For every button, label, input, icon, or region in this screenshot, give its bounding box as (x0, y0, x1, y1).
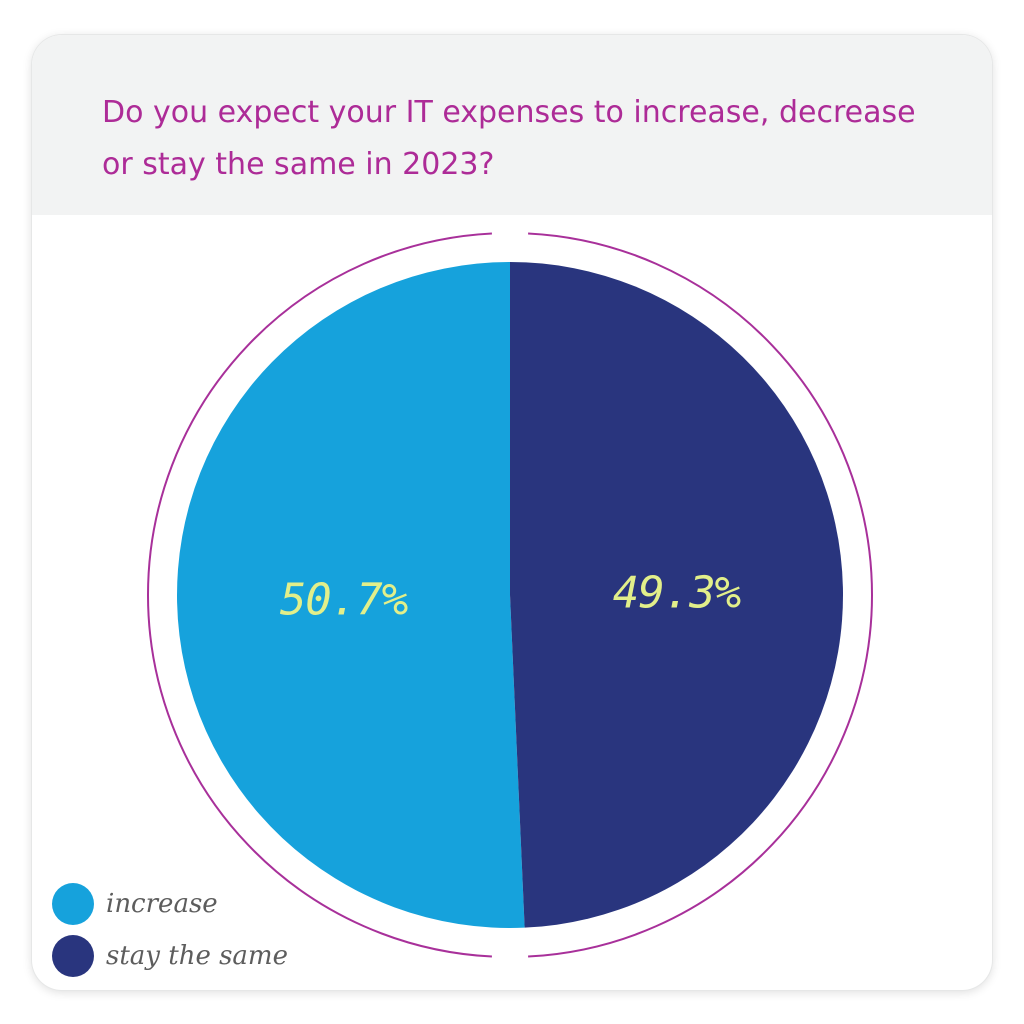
ring-arc-left (146, 232, 492, 958)
legend-item: stay the same (52, 930, 288, 982)
legend: increase stay the same (52, 878, 288, 982)
header-band (32, 35, 992, 215)
pie-slice-stay-the-same (510, 262, 844, 928)
ring-arc-right (528, 232, 874, 958)
chart-title: Do you expect your IT expenses to increa… (102, 95, 916, 182)
slice-labels: 50.7% 49.3% (280, 567, 742, 626)
slice-value-label: 50.7% (280, 575, 408, 626)
legend-item: increase (52, 878, 288, 930)
legend-label: stay the same (106, 941, 288, 971)
pie-slice-increase (177, 262, 525, 928)
slice-value-label: 49.3% (613, 567, 741, 618)
legend-swatch (52, 935, 94, 977)
legend-swatch (52, 883, 94, 925)
legend-label: increase (106, 889, 218, 919)
pie-slices (177, 262, 844, 928)
outer-ring (146, 232, 874, 958)
